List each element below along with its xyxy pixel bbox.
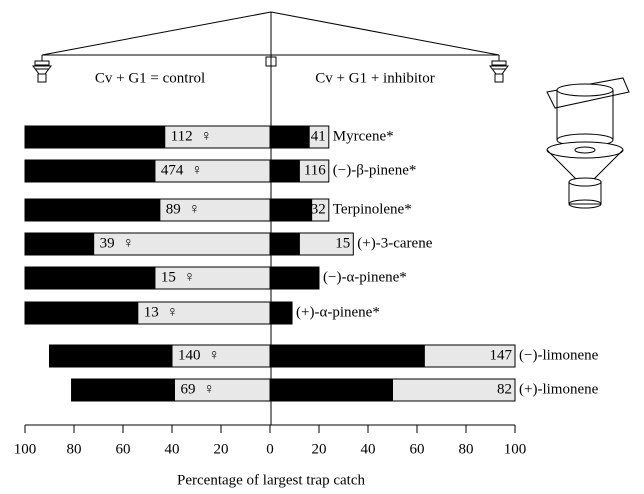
count-label: 147 bbox=[490, 347, 513, 363]
count-label: 116 bbox=[304, 162, 326, 178]
sex-symbol: ♀ bbox=[201, 128, 212, 144]
sex-symbol: ♀ bbox=[167, 304, 178, 320]
category-label: (+)-limonene bbox=[519, 381, 599, 397]
count-label: 140 bbox=[178, 347, 201, 363]
count-label: 112 bbox=[171, 128, 193, 144]
sex-symbol: ♀ bbox=[203, 381, 214, 397]
count-label: 537 bbox=[31, 162, 54, 178]
sex-symbol: ♂ bbox=[62, 201, 73, 217]
category-label: (+)-α-pinene* bbox=[296, 304, 380, 320]
category-label: Terpinolene* bbox=[333, 201, 412, 217]
count-label: 15 bbox=[161, 269, 176, 285]
sex-symbol: ♂ bbox=[62, 128, 73, 144]
x-tick-label: 20 bbox=[214, 441, 229, 457]
x-tick-label: 80 bbox=[67, 441, 82, 457]
count-label: 12 bbox=[281, 235, 296, 251]
x-tick-label: 40 bbox=[361, 441, 376, 457]
sex-symbol: ♀ bbox=[209, 347, 220, 363]
x-tick-label: 0 bbox=[266, 441, 274, 457]
count-label: 173 bbox=[56, 347, 79, 363]
count-label: 474 bbox=[161, 162, 184, 178]
category-label: (−)-limonene bbox=[519, 347, 599, 363]
sex-symbol: ♂ bbox=[62, 162, 73, 178]
left-label: Cv + G1 = control bbox=[95, 70, 205, 86]
sex-symbol: ♀ bbox=[191, 162, 202, 178]
count-label: 69 bbox=[180, 381, 195, 397]
sex-symbol: ♂ bbox=[54, 235, 65, 251]
count-label: 32 bbox=[311, 201, 326, 217]
x-axis-title: Percentage of largest trap catch bbox=[177, 472, 365, 488]
count-label: 40 bbox=[291, 128, 306, 144]
sex-symbol: ♂ bbox=[86, 347, 97, 363]
count-label: 82 bbox=[497, 381, 512, 397]
count-label: 35 bbox=[294, 201, 309, 217]
count-label: 89 bbox=[166, 201, 181, 217]
count-label: 98 bbox=[375, 381, 390, 397]
count-label: 13 bbox=[144, 304, 159, 320]
bar-segment bbox=[94, 233, 270, 255]
category-label: (−)-β-pinene* bbox=[333, 162, 417, 178]
count-label: 39 bbox=[100, 235, 115, 251]
count-label: 6 bbox=[309, 269, 317, 285]
count-label: 2 bbox=[282, 304, 290, 320]
x-tick-label: 40 bbox=[165, 441, 180, 457]
x-tick-label: 80 bbox=[459, 441, 474, 457]
count-label: 202 bbox=[399, 347, 422, 363]
count-label: 11 bbox=[31, 304, 45, 320]
x-tick-label: 60 bbox=[116, 441, 131, 457]
x-tick-label: 20 bbox=[312, 441, 327, 457]
count-label: 76 bbox=[78, 381, 94, 397]
count-label: 15 bbox=[31, 235, 46, 251]
x-tick-label: 60 bbox=[410, 441, 425, 457]
category-label: Myrcene* bbox=[333, 128, 394, 144]
chart: Cv + G1 = control Cv + G1 + inhibitor Pe… bbox=[0, 0, 644, 494]
count-label: 41 bbox=[311, 128, 326, 144]
x-tick-label: 100 bbox=[504, 441, 527, 457]
sex-symbol: ♂ bbox=[101, 381, 112, 397]
count-label: 117 bbox=[274, 162, 296, 178]
sex-symbol: ♀ bbox=[123, 235, 134, 251]
sex-symbol: ♀ bbox=[184, 269, 195, 285]
sex-symbol: ♂ bbox=[54, 269, 65, 285]
count-label: 17 bbox=[31, 269, 47, 285]
sex-symbol: ♀ bbox=[189, 201, 200, 217]
x-tick-label: 100 bbox=[14, 441, 37, 457]
count-label: 15 bbox=[335, 235, 350, 251]
count-label: 107 bbox=[31, 201, 54, 217]
sex-symbol: ♂ bbox=[53, 304, 64, 320]
category-label: (−)-α-pinene* bbox=[323, 269, 407, 285]
count-label: 146 bbox=[31, 128, 54, 144]
right-label: Cv + G1 + inhibitor bbox=[315, 70, 434, 86]
category-label: (+)-3-carene bbox=[357, 235, 432, 251]
